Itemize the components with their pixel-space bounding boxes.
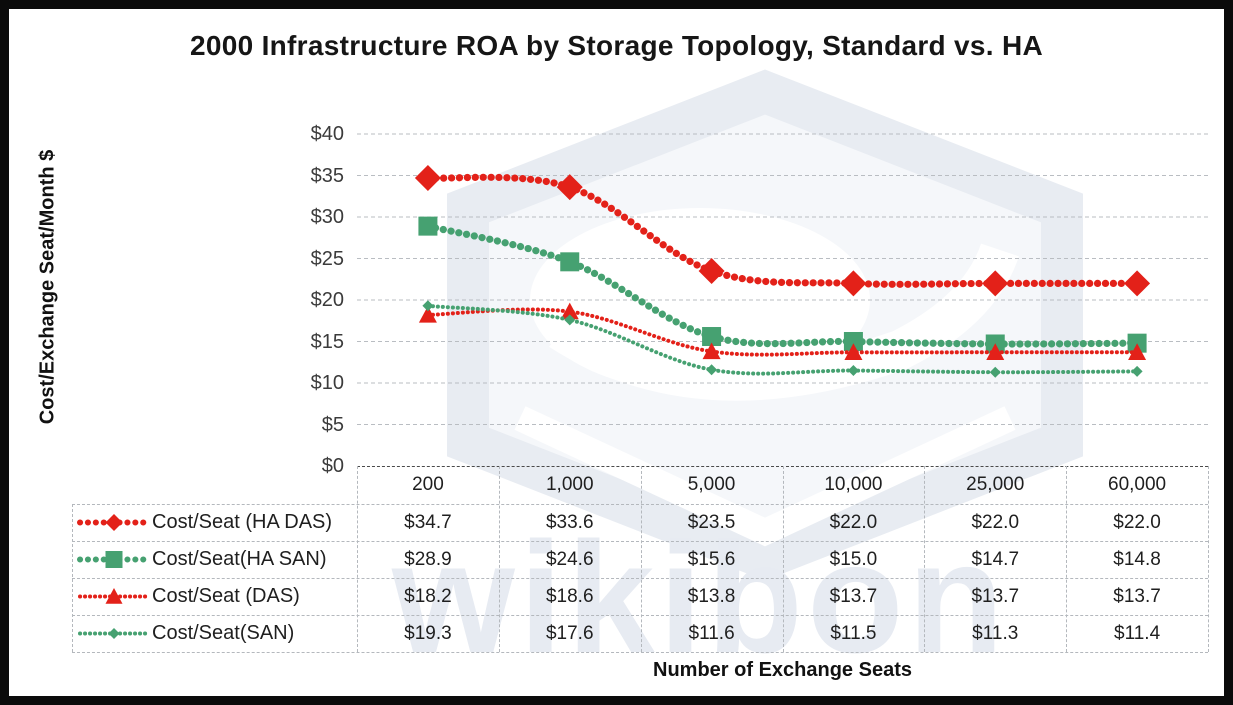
data-point-marker-diamond-small [706,364,718,376]
legend-key-square-icon [77,551,151,568]
data-point-marker-diamond-small [847,365,859,377]
y-tick-label: $10 [310,372,344,394]
watermark-bird-wing-icon [549,243,1019,401]
table-value-cell: $11.6 [688,622,735,644]
series-name-label: Cost/Seat (HA DAS) [152,511,333,533]
data-point-marker-triangle [560,302,579,320]
y-tick-label: $40 [310,123,344,145]
data-point-marker-diamond [556,174,583,201]
table-column-border [498,466,500,652]
table-value-cell: $17.6 [545,622,594,644]
table-row-border [72,541,1208,542]
data-point-marker-diamond-small [108,628,120,639]
y-tick-label: $20 [310,289,344,311]
table-value-cell: $33.6 [545,511,594,533]
table-value-cell: $22.0 [829,511,878,533]
table-value-cell: $13.7 [971,585,1020,607]
table-header-cell: 200 [412,474,444,495]
data-point-marker-square [105,551,123,568]
table-header-cell: 1,000 [545,474,594,495]
data-point-marker-triangle [844,343,863,360]
table-value-cell: $14.7 [971,548,1020,570]
series-line [424,222,1141,348]
table-row-border [72,652,1208,653]
table-header-cell: 60,000 [1108,474,1167,495]
table-column-border [782,466,784,652]
data-point-marker-triangle [105,588,123,604]
data-point-marker-diamond [105,514,123,531]
data-point-marker-diamond [1124,270,1151,297]
table-value-cell: $22.0 [971,511,1020,533]
series-name-label: Cost/Seat(HA SAN) [152,548,327,570]
table-value-cell: $11.4 [1114,622,1161,644]
series-name-label: Cost/Seat (DAS) [152,585,300,607]
y-axis-title: Cost/Exchange Seat/Month $ [36,149,59,425]
table-column-border [1066,466,1068,652]
data-point-marker-square [560,252,580,272]
data-point-marker-square [702,327,722,347]
data-point-marker-square [1127,333,1147,353]
data-point-marker-diamond-small [989,366,1001,378]
y-tick-label: $15 [310,330,344,353]
table-row-border [72,615,1208,616]
y-tick-label: $25 [310,247,344,270]
data-point-marker-diamond [982,270,1009,297]
data-point-marker-triangle [418,305,437,323]
y-tick-label: $5 [321,413,344,436]
table-value-cell: $13.7 [1113,585,1161,607]
table-value-cell: $28.9 [404,548,452,570]
chart-title: 2000 Infrastructure ROA by Storage Topol… [190,30,1043,61]
table-header-cell: 25,000 [966,474,1025,495]
table-value-cell: $34.7 [404,511,452,533]
data-point-marker-diamond-small [1131,365,1143,377]
data-point-marker-diamond [414,164,441,191]
watermark-chevron-icon [514,406,1016,547]
data-point-marker-triangle [702,342,721,360]
table-value-cell: $11.3 [972,622,1019,644]
data-point-marker-square [418,216,438,236]
table-left-border [72,504,73,652]
table-column-border [640,466,642,652]
series-line [425,307,1140,357]
y-tick-label: $30 [310,206,344,228]
watermark-text: wikibon [391,510,1008,686]
series-line [424,173,1141,288]
table-value-cell: $15.6 [687,548,736,570]
data-point-marker-triangle [986,343,1005,360]
data-point-marker-diamond-small [564,314,576,326]
legend-key-triangle-icon [78,588,150,604]
data-point-marker-square [843,332,863,351]
table-row-border [72,578,1208,579]
legend-key-diamond-icon [77,514,151,531]
table-value-cell: $15.0 [829,548,878,570]
y-tick-label: $0 [321,455,344,477]
table-value-cell: $24.6 [545,548,594,570]
table-value-cell: $13.7 [829,585,878,607]
y-tick-label: $35 [310,164,344,187]
table-value-cell: $14.8 [1113,548,1161,570]
table-value-cell: $23.5 [687,511,736,533]
table-header-cell: 5,000 [687,474,736,495]
series-line [425,303,1140,376]
table-row-border [72,504,1208,505]
table-value-cell: $22.0 [1113,511,1161,533]
table-value-cell: $19.3 [404,622,452,644]
table-value-cell: $18.2 [404,585,452,607]
data-point-marker-triangle [1128,343,1147,360]
table-header-cell: 10,000 [824,474,883,495]
legend-key-diamond-small-icon [78,628,150,639]
table-column-border [357,466,358,652]
table-column-border [924,466,926,652]
data-point-marker-diamond [698,257,725,284]
data-point-marker-diamond-small [422,300,434,312]
series-name-label: Cost/Seat(SAN) [152,622,295,644]
table-value-cell: $11.5 [830,622,877,644]
table-column-border [1208,466,1209,652]
x-axis-title: Number of Exchange Seats [653,659,912,681]
table-value-cell: $13.8 [687,585,736,607]
data-point-marker-diamond [840,270,867,297]
table-value-cell: $18.6 [545,585,594,607]
